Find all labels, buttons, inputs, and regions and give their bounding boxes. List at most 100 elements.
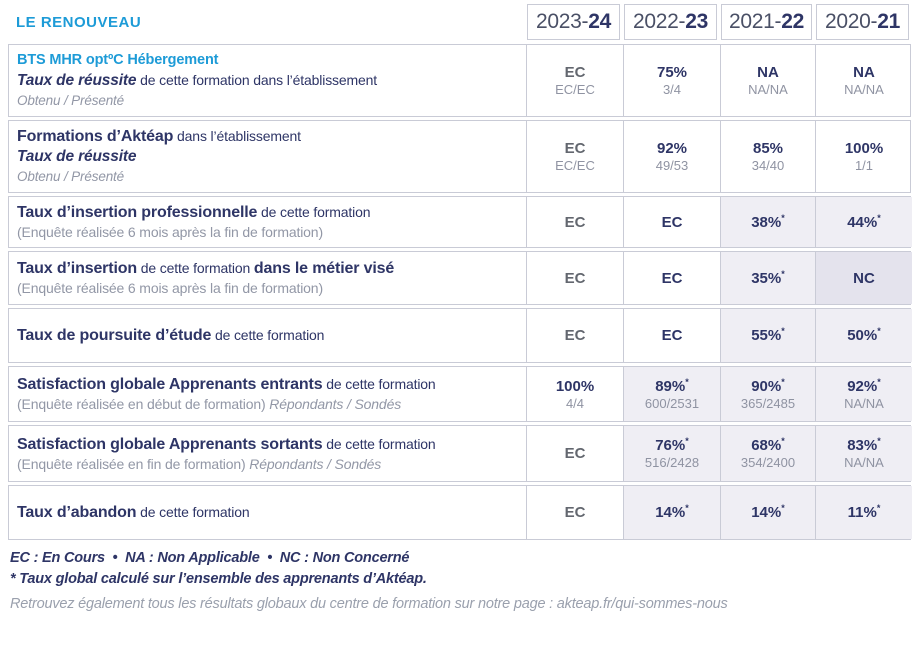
cell-value: NC	[815, 252, 912, 305]
metric-name: Taux de poursuite d’étude	[17, 326, 212, 344]
table-row-poursuite-etude: Taux de poursuite d’étude de cette forma…	[8, 308, 912, 364]
cell-value: 100% 4/4	[526, 367, 623, 422]
metric-name: Taux d’insertion	[17, 260, 137, 278]
year-suffix: 21	[877, 10, 900, 33]
course-name: BTS MHR optºC Hébergement	[17, 52, 219, 68]
row-label: Satisfaction globale Apprenants entrants…	[9, 367, 526, 421]
cell-value: 44%*	[815, 196, 912, 248]
asterisk: *	[877, 436, 881, 447]
asterisk: *	[685, 503, 689, 514]
cell-value: 76%* 516/2428	[623, 426, 720, 482]
cell-value: EC	[526, 252, 623, 305]
cell-value: 14%*	[720, 486, 815, 540]
year-column-header-2020-21: 2020- 21	[816, 4, 909, 40]
asterisk: *	[876, 503, 881, 514]
metric-subnote: (Enquête réalisée en fin de formation)	[17, 455, 250, 472]
table-row-reussite-akteap: Formations d’Aktéap dans l’établissement…	[8, 120, 911, 193]
cell-value: 89%* 600/2531	[623, 367, 720, 422]
metric-name: Taux d’abandon	[17, 503, 137, 521]
asterisk: *	[877, 212, 881, 223]
metric-subnote: (Enquête réalisée 6 mois après la fin de…	[17, 280, 323, 297]
metric-suffix: de cette formation	[136, 260, 254, 277]
year-column-header-2021-22: 2021- 22	[721, 4, 812, 40]
metric-subnote: Obtenu / Présenté	[17, 169, 125, 184]
metric-subnote-italic: Répondants / Sondés	[269, 396, 402, 413]
asterisk: *	[781, 212, 785, 223]
metric-name: Taux de réussite	[17, 72, 137, 90]
metric-name: Satisfaction globale Apprenants sortants	[17, 435, 323, 453]
asterisk: *	[781, 376, 785, 387]
asterisk: *	[781, 503, 785, 514]
cell-value: EC	[526, 309, 623, 363]
cell-value: 92%* NA/NA	[815, 367, 912, 422]
year-prefix: 2021-	[729, 10, 782, 33]
results-sheet: LE RENOUVEAU 2023- 24 2022- 23 2021- 22 202…	[8, 4, 912, 614]
cell-value: EC	[526, 486, 623, 540]
asterisk: *	[877, 326, 881, 337]
year-prefix: 2020-	[825, 10, 878, 33]
footer: EC : En Cours • NA : Non Applicable • NC…	[8, 549, 911, 614]
year-column-header-2022-23: 2022- 23	[624, 4, 717, 40]
cell-value: 90%* 365/2485	[720, 367, 815, 422]
table-row-abandon: Taux d’abandon de cette formation EC 14%…	[8, 485, 912, 541]
asterisk: *	[685, 436, 689, 447]
metric-suffix: de cette formation	[322, 435, 436, 452]
metric-suffix: de cette formation	[322, 376, 436, 393]
metric-subnote: (Enquête réalisée en début de formation)	[17, 396, 270, 413]
asterisk: *	[877, 376, 881, 387]
year-prefix: 2023-	[536, 10, 589, 33]
cell-value: EC EC/EC	[526, 121, 623, 192]
cell-value: NA NA/NA	[720, 45, 815, 116]
row-label: Taux d’insertion professionnelle de cett…	[9, 197, 526, 248]
cell-value: 35%*	[720, 252, 815, 305]
cell-value: EC EC/EC	[526, 45, 623, 116]
cell-value: 68%* 354/2400	[720, 426, 815, 482]
cell-value: 85% 34/40	[720, 121, 815, 192]
metric-suffix: de cette formation dans l’établissement	[136, 72, 378, 89]
year-suffix: 23	[685, 10, 708, 33]
metric-name-2: Taux de réussite	[17, 148, 137, 165]
metric-name: Taux d’insertion professionnelle	[17, 203, 258, 221]
asterisk-note: * Taux global calculé sur l’ensemble des…	[10, 571, 427, 588]
metric-name-2: dans le métier visé	[253, 260, 395, 278]
row-label: Satisfaction globale Apprenants sortants…	[9, 426, 526, 481]
cell-value: EC	[623, 309, 720, 363]
metric-name: Satisfaction globale Apprenants entrants	[17, 376, 323, 394]
cell-value: EC	[623, 196, 720, 248]
metric-subnote-italic: Répondants / Sondés	[249, 455, 382, 472]
table-row-insertion-professionnelle: Taux d’insertion professionnelle de cett…	[8, 195, 912, 249]
cell-value: EC	[526, 196, 623, 248]
cell-value: 14%*	[623, 486, 720, 540]
page-title: LE RENOUVEAU	[16, 13, 142, 31]
table-row-insertion-metier: Taux d’insertion de cette formation dans…	[8, 251, 912, 306]
cell-value: EC	[623, 252, 720, 305]
metric-suffix: dans l’établissement	[173, 128, 301, 144]
year-prefix: 2022-	[633, 10, 686, 33]
cell-value: 38%*	[720, 196, 815, 248]
cell-value: EC	[526, 426, 623, 482]
metric-suffix: de cette formation	[257, 203, 371, 220]
year-suffix: 22	[781, 10, 804, 33]
asterisk: *	[781, 268, 785, 279]
cell-value: 11%*	[815, 486, 912, 540]
row-label: Taux d’insertion de cette formation dans…	[9, 252, 526, 304]
row-label: Taux de poursuite d’étude de cette forma…	[9, 309, 526, 362]
cell-value: 55%*	[720, 309, 815, 363]
cell-value: 92% 49/53	[623, 121, 720, 192]
cell-value: 75% 3/4	[623, 45, 720, 116]
asterisk: *	[781, 326, 785, 337]
metric-suffix: de cette formation	[211, 326, 325, 343]
metric-suffix: de cette formation	[136, 503, 250, 520]
asterisk: *	[781, 436, 785, 447]
row-label: BTS MHR optºC Hébergement Taux de réussi…	[9, 45, 526, 116]
cell-value: 83%* NA/NA	[815, 426, 912, 482]
table-row-satisfaction-sortants: Satisfaction globale Apprenants sortants…	[8, 425, 912, 483]
abbreviation-legend: EC : En Cours • NA : Non Applicable • NC…	[10, 550, 410, 567]
year-suffix: 24	[588, 10, 611, 33]
cell-value: 100% 1/1	[815, 121, 912, 192]
metric-subnote: (Enquête réalisée 6 mois après la fin de…	[17, 223, 323, 240]
table-header: LE RENOUVEAU 2023- 24 2022- 23 2021- 22 202…	[8, 4, 911, 40]
cell-value: 50%*	[815, 309, 912, 363]
row-label: Formations d’Aktéap dans l’établissement…	[9, 121, 526, 192]
table-row-reussite-formation: BTS MHR optºC Hébergement Taux de réussi…	[8, 44, 911, 117]
